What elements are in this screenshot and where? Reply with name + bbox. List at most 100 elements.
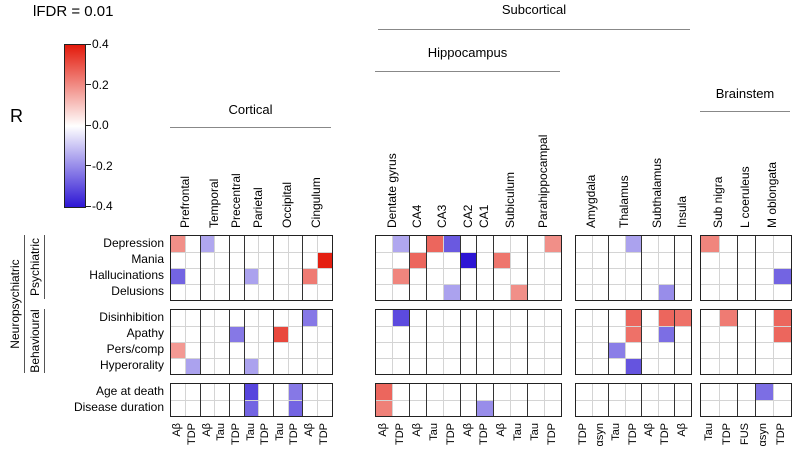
heatmap-cell — [392, 268, 410, 284]
header-hippocampus: Hippocampus — [427, 45, 508, 60]
heatmap-cell — [701, 236, 719, 252]
heatmap-cell — [443, 284, 461, 300]
region-label-thalamus: Thalamus — [617, 175, 632, 228]
region-separator-line — [736, 310, 738, 374]
heatmap-cell — [719, 310, 737, 326]
pathology-label: Tau — [610, 423, 623, 441]
pathology-label: Aβ — [461, 423, 474, 437]
region-label-ca1: CA1 — [477, 204, 492, 228]
grid-line-horizontal — [701, 251, 791, 253]
heatmap-cell — [773, 310, 791, 326]
pathology-label: Aβ — [171, 423, 184, 437]
region-separator-line — [409, 236, 411, 300]
region-separator-line — [409, 310, 411, 374]
pathology-label: TDP — [626, 423, 639, 445]
colorbar-tick-mark — [86, 205, 91, 207]
row-label-age-at-death: Age at death — [95, 384, 164, 398]
heatmap-cell — [625, 326, 642, 342]
heatmap-cell — [200, 236, 215, 252]
grid-line-horizontal — [576, 251, 691, 253]
heatmap-cell — [171, 268, 186, 284]
pathology-label: Tau — [427, 423, 440, 441]
region-separator-line — [493, 310, 495, 374]
region-separator-line — [674, 236, 676, 300]
heatmap-cell — [288, 384, 303, 400]
grid-line-horizontal — [171, 325, 332, 327]
heatmap-grid-block2-rowgroup2 — [575, 383, 692, 417]
region-separator-line — [674, 310, 676, 374]
heatmap-cell — [288, 400, 303, 416]
pathology-label: TDP — [545, 423, 558, 445]
heatmap-grid-block0-rowgroup0 — [170, 235, 333, 301]
grid-line-horizontal — [376, 283, 561, 285]
region-label-amygdala: Amygdala — [584, 174, 599, 228]
heatmap-cell — [493, 252, 511, 268]
region-separator-line — [459, 310, 461, 374]
pathology-label: Aβ — [200, 423, 213, 437]
pathology-label: Tau — [244, 423, 257, 441]
grid-line-horizontal — [171, 357, 332, 359]
heatmap-cell — [302, 310, 318, 326]
grid-line-horizontal — [701, 341, 791, 343]
grid-line-horizontal — [576, 399, 691, 401]
colorbar-axis-label: R — [10, 106, 23, 126]
pathology-label: TDP — [721, 423, 733, 445]
pathology-label: Aβ — [495, 423, 508, 437]
region-separator-line — [493, 384, 495, 416]
region-label-cingulum: Cingulum — [309, 177, 324, 228]
pathology-label: FUS — [739, 423, 751, 445]
pathology-label: Aβ — [642, 423, 655, 437]
region-separator-line — [493, 236, 495, 300]
grid-line-horizontal — [376, 325, 561, 327]
region-separator-line — [608, 236, 610, 300]
region-separator-line — [425, 384, 427, 416]
heatmap-cell — [658, 326, 675, 342]
heatmap-cell — [317, 252, 332, 268]
row-supergroup-label: Neuropsychiatric — [8, 259, 22, 349]
colorbar-gradient — [64, 44, 86, 208]
grid-line-horizontal — [171, 399, 332, 401]
region-separator-line — [199, 310, 201, 374]
region-label-parahippocampal: Parahippocampal — [536, 134, 551, 228]
heatmap-cell — [392, 310, 410, 326]
heatmap-cell — [171, 342, 186, 358]
row-label-hyperorality: Hyperorality — [99, 358, 164, 372]
colorbar-tick-label: -0.2 — [92, 158, 113, 173]
heatmap-cell — [409, 252, 427, 268]
region-separator-line — [476, 384, 478, 416]
region-separator-line — [476, 310, 478, 374]
grid-line-horizontal — [701, 399, 791, 401]
region-label-sub-nigra: Sub nigra — [711, 176, 725, 228]
grid-line-horizontal — [171, 341, 332, 343]
pathology-label: Tau — [528, 423, 541, 441]
pathology-label: Tau — [511, 423, 524, 441]
region-separator-line — [641, 310, 643, 374]
region-label-ca4: CA4 — [410, 204, 425, 228]
region-separator-line — [754, 310, 756, 374]
region-separator-line — [243, 236, 245, 300]
heatmap-grid-block1-rowgroup2 — [375, 383, 562, 417]
pathology-label: TDP — [478, 423, 491, 445]
heatmap-cell — [229, 326, 245, 342]
region-separator-line — [526, 384, 528, 416]
region-label-dentate-gyrus: Dentate gyrus — [384, 153, 399, 228]
pathology-label: TDP — [775, 423, 787, 445]
row-group-label-psychiatric: Psychiatric — [28, 238, 42, 297]
colorbar-tick-mark — [86, 84, 91, 85]
grid-line-horizontal — [701, 325, 791, 327]
region-separator-line — [272, 384, 274, 416]
heatmap-cell — [755, 384, 773, 400]
heatmap-cell — [426, 236, 444, 252]
region-separator-line — [243, 384, 245, 416]
header-cortical-underline — [170, 127, 331, 128]
region-separator-line — [754, 384, 756, 416]
grid-line-horizontal — [576, 267, 691, 269]
pathology-label: TDP — [288, 423, 301, 445]
heatmap-cell — [476, 400, 494, 416]
colorbar-tick-label: 0.2 — [92, 77, 109, 92]
region-label-ca2: CA2 — [460, 204, 475, 228]
row-label-mania: Mania — [131, 252, 164, 266]
colorbar-tick-label: -0.4 — [92, 199, 113, 213]
heatmap-grid-block2-rowgroup1 — [575, 309, 692, 375]
heatmap-cell — [244, 358, 259, 374]
